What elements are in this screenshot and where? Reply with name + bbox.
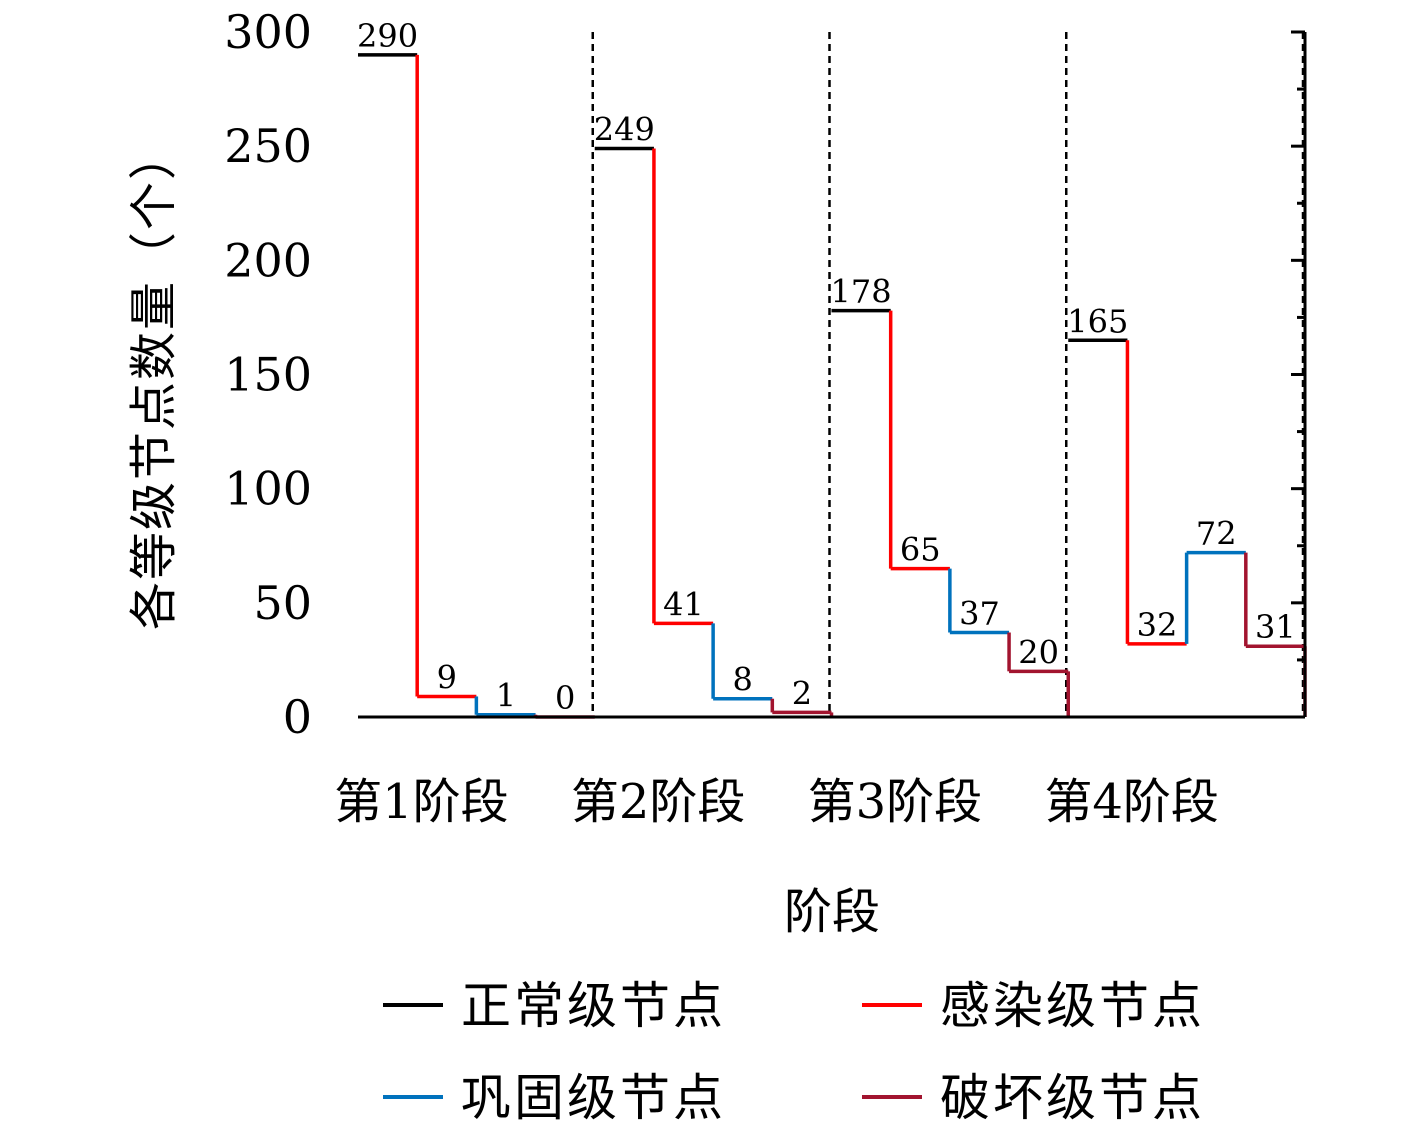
y-tick-label: 150 — [224, 348, 312, 402]
data-label: 8 — [733, 661, 753, 699]
data-label: 165 — [1067, 302, 1128, 340]
data-label: 41 — [663, 585, 704, 623]
data-label: 72 — [1196, 515, 1237, 553]
y-tick-label: 0 — [283, 690, 312, 744]
y-tick-label: 250 — [224, 119, 312, 173]
y-axis-label: 各等级节点数量（个） — [126, 130, 182, 630]
axes — [358, 30, 1307, 719]
data-label: 9 — [437, 658, 457, 696]
y-tick-label: 100 — [224, 462, 312, 516]
legend-label: 巩固级节点 — [461, 1069, 726, 1127]
data-label: 65 — [900, 531, 941, 569]
legend-label: 正常级节点 — [461, 977, 726, 1035]
x-axis-label: 阶段 — [784, 884, 880, 940]
data-label: 20 — [1018, 633, 1059, 671]
x-category-label: 第3阶段 — [808, 774, 983, 830]
step-series — [358, 53, 1307, 719]
y-tick-label: 50 — [253, 576, 312, 630]
data-label: 32 — [1137, 606, 1178, 644]
data-label: 178 — [831, 273, 892, 311]
x-category-label: 第2阶段 — [571, 774, 746, 830]
y-tick-labels: 0 50 100 150 200 250 300 — [224, 5, 312, 744]
x-category-label: 第4阶段 — [1044, 774, 1219, 830]
legend-label: 感染级节点 — [940, 977, 1205, 1035]
data-label: 0 — [555, 679, 575, 717]
x-category-labels: 第1阶段 第2阶段 第3阶段 第4阶段 — [334, 774, 1219, 830]
data-label: 31 — [1255, 608, 1296, 646]
x-category-label: 第1阶段 — [334, 774, 509, 830]
data-label: 1 — [496, 677, 516, 715]
data-label: 249 — [594, 110, 655, 148]
legend-label: 破坏级节点 — [940, 1069, 1205, 1127]
y-tick-label: 200 — [224, 233, 312, 287]
data-label: 290 — [357, 17, 418, 55]
y-tick-label: 300 — [224, 5, 312, 59]
data-label: 37 — [959, 595, 1000, 633]
data-labels: 290 9 1 0 249 41 8 2 178 65 37 20 165 32 72 31 — [357, 17, 1296, 717]
data-label: 2 — [792, 674, 812, 712]
